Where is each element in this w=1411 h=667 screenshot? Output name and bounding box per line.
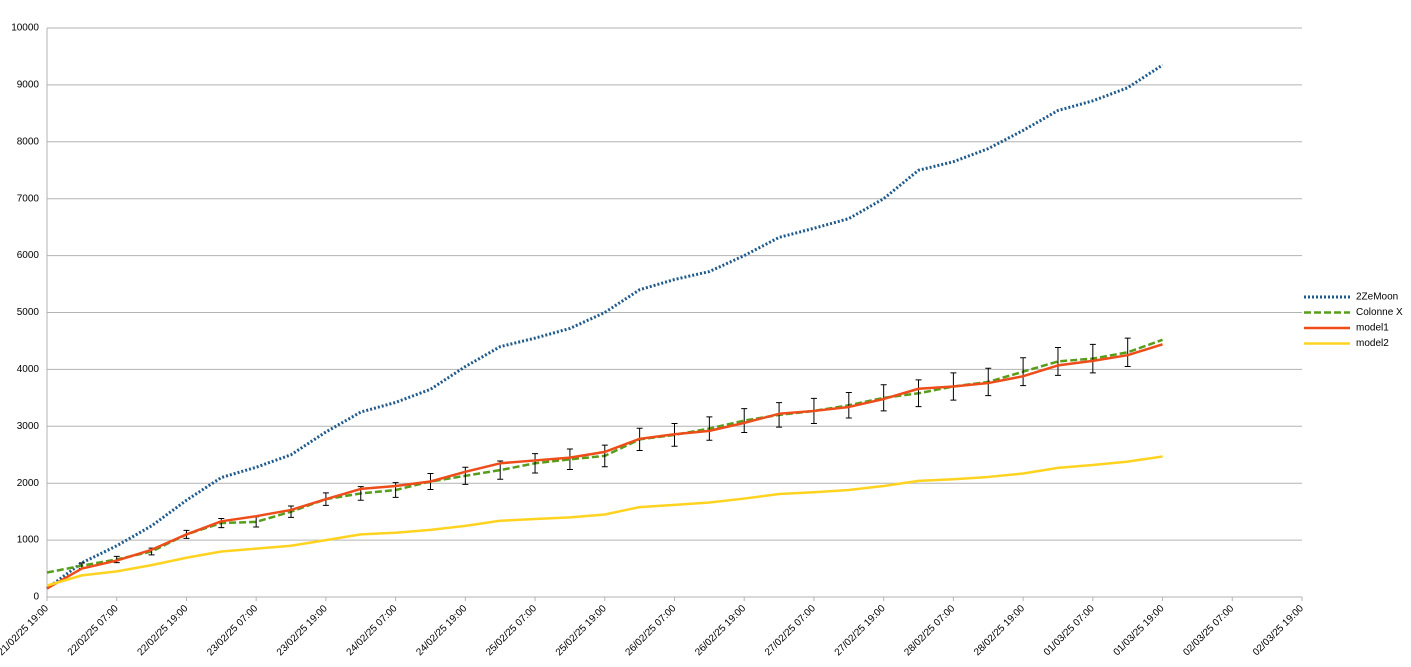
error-bar [845, 391, 852, 419]
y-tick-label: 7000 [17, 193, 40, 204]
x-tick-label: 23/02/25 19:00 [275, 603, 330, 658]
x-tick-label: 02/03/25 19:00 [1251, 603, 1306, 658]
y-tick-label: 4000 [17, 364, 40, 375]
error-bar [288, 505, 295, 518]
y-tick-label: 10000 [11, 23, 39, 34]
x-tick-label: 23/02/25 07:00 [205, 603, 260, 658]
x-tick-label: 02/03/25 07:00 [1181, 603, 1236, 658]
x-tick-label: 26/02/25 07:00 [624, 603, 679, 658]
error-bar [1089, 343, 1096, 374]
x-tick-label: 28/02/25 19:00 [972, 603, 1027, 658]
x-tick-label: 24/02/25 07:00 [345, 603, 400, 658]
error-bar [1020, 357, 1027, 387]
series-line [46, 343, 1163, 590]
series-line [46, 455, 1163, 587]
x-tick-label: 22/02/25 19:00 [135, 603, 190, 658]
legend-label: model2 [1356, 338, 1389, 349]
error-bar [741, 408, 748, 434]
x-tick-label: 27/02/25 07:00 [763, 603, 818, 658]
series-line [46, 63, 1164, 590]
x-tick-label: 22/02/25 07:00 [66, 603, 121, 658]
error-bar [532, 453, 539, 474]
error-bar [706, 416, 713, 441]
x-tick-label: 24/02/25 19:00 [414, 603, 469, 658]
error-bar [218, 517, 225, 529]
error-bar [1124, 337, 1131, 368]
x-tick-label: 21/02/25 19:00 [0, 603, 51, 658]
x-tick-label: 01/03/25 19:00 [1112, 603, 1167, 658]
error-bar [462, 466, 469, 485]
legend-label: Colonne X [1356, 307, 1403, 318]
y-tick-label: 3000 [17, 421, 40, 432]
x-tick-label: 25/02/25 19:00 [554, 603, 609, 658]
x-tick-label: 26/02/25 19:00 [693, 603, 748, 658]
error-bar [915, 379, 922, 408]
x-tick-label: 01/03/25 07:00 [1042, 603, 1097, 658]
y-tick-label: 0 [33, 592, 39, 603]
legend-label: 2ZeMoon [1356, 292, 1398, 303]
error-bar [566, 448, 573, 471]
y-tick-label: 2000 [17, 478, 40, 489]
x-tick-label: 25/02/25 07:00 [484, 603, 539, 658]
y-tick-label: 6000 [17, 250, 40, 261]
error-bar [601, 444, 608, 468]
legend-label: model1 [1356, 323, 1389, 334]
y-tick-label: 9000 [17, 80, 40, 91]
error-bar [1054, 346, 1061, 376]
x-tick-label: 28/02/25 07:00 [902, 603, 957, 658]
y-tick-label: 8000 [17, 136, 40, 147]
x-tick-label: 27/02/25 19:00 [833, 603, 888, 658]
y-tick-label: 1000 [17, 535, 40, 546]
y-tick-label: 5000 [17, 307, 40, 318]
